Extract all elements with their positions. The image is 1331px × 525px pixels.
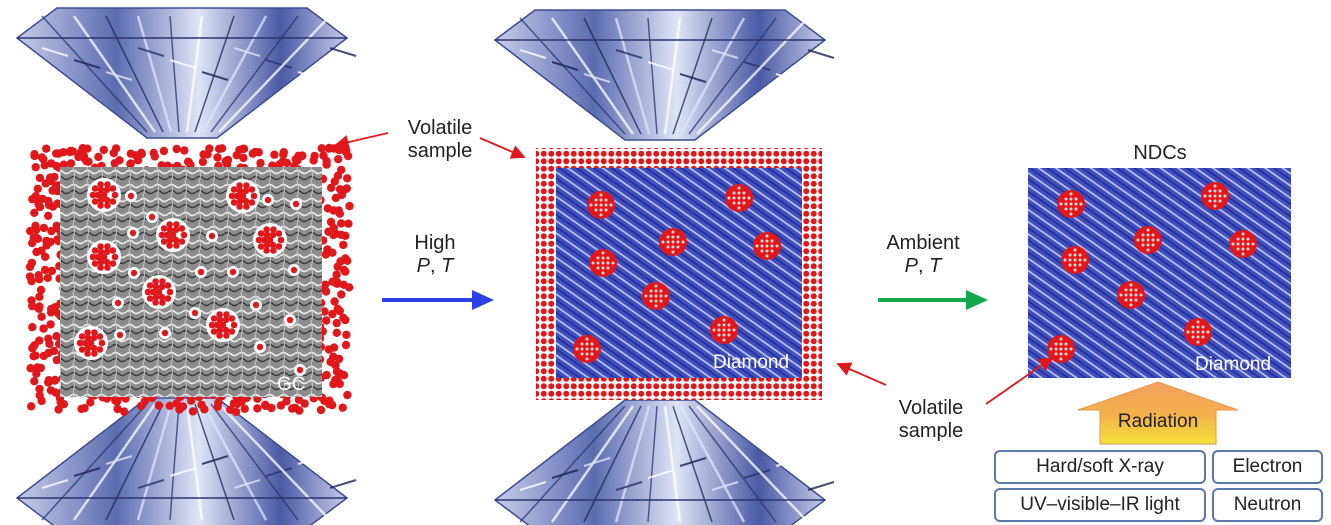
radiation-arrow-icon: [1077, 381, 1239, 445]
ambient-pt-label: Ambient P, T: [886, 232, 960, 277]
diamond-anvil-icon: [493, 399, 835, 525]
pointer-right-sample: [985, 356, 1054, 405]
diamond-tag-middle: Diamond: [713, 352, 790, 373]
compressed-sample-panel: [536, 148, 822, 400]
volatile-sample-label-top: Volatile sample: [407, 117, 473, 162]
volatile-sample-label-bottom: Volatile sample: [898, 397, 964, 442]
radiation-label: Radiation: [1117, 411, 1199, 432]
source-electron: Electron: [1212, 450, 1323, 484]
gc-pores: [74, 178, 306, 376]
source-hard-soft-xray: Hard/soft X-ray: [994, 450, 1206, 484]
diamond-anvil-icon: [15, 397, 357, 525]
diamond-anvil-icon: [15, 7, 357, 139]
pointer-middle-sample: [479, 137, 526, 159]
nanodomains-middle: [573, 184, 781, 363]
pointer-middle-bottom: [836, 362, 887, 386]
gc-tag: GC: [277, 374, 306, 395]
diamond-tag-right: Diamond: [1195, 354, 1272, 375]
ambient-pt-arrow: [878, 290, 988, 310]
diamond-anvil-icon: [493, 9, 835, 141]
high-pt-arrow: [382, 290, 494, 310]
pointer-left-sample: [334, 132, 389, 150]
ndcs-title: NDCs: [1133, 142, 1187, 164]
nanodomains-right: [1047, 182, 1257, 363]
high-pt-label: High P, T: [414, 232, 456, 277]
ndc-panel: [1028, 168, 1291, 378]
source-uv-visible-ir: UV–visible–IR light: [994, 488, 1206, 522]
gc-sample-panel: [25, 143, 354, 417]
source-neutron: Neutron: [1212, 488, 1323, 522]
